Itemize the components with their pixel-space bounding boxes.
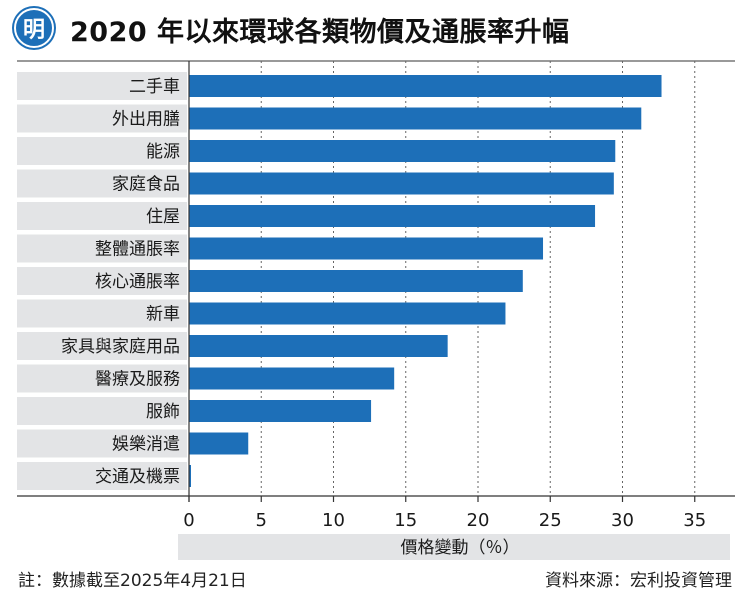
logo-text: 明 [22, 17, 45, 43]
category-label-bg [17, 332, 187, 360]
bar-2 [189, 107, 642, 130]
bar-13 [189, 465, 191, 487]
bar-9 [189, 335, 448, 357]
ming-pao-logo-icon: 明 [12, 6, 56, 50]
category-label: 交通及機票 [95, 467, 180, 487]
bar-7 [189, 270, 523, 292]
bar-4 [189, 172, 614, 195]
bar-8 [189, 302, 506, 325]
category-label: 能源 [146, 142, 180, 162]
x-tick-label: 15 [394, 510, 417, 531]
x-tick-label: 20 [467, 510, 490, 531]
category-label: 家具與家庭用品 [61, 337, 180, 357]
category-label-bg [17, 137, 187, 165]
category-label: 新車 [146, 305, 180, 325]
category-label-bg [17, 104, 187, 133]
bar-1 [189, 75, 662, 97]
category-label-bg [17, 202, 187, 230]
x-axis-label: 價格變動（％） [401, 538, 520, 558]
bar-11 [189, 400, 372, 422]
category-label: 醫療及服務 [95, 370, 180, 390]
category-label-bg [17, 429, 187, 458]
x-tick-label: 30 [611, 510, 634, 531]
bar-3 [189, 140, 616, 162]
x-tick-label: 25 [539, 510, 562, 531]
category-label-bg [17, 397, 187, 425]
category-label: 核心通脹率 [95, 272, 180, 292]
category-label: 家庭食品 [112, 175, 180, 195]
category-label-bg [17, 299, 187, 328]
x-axis-label-bg [178, 534, 730, 560]
x-tick-label: 35 [683, 510, 706, 531]
category-label: 外出用膳 [112, 110, 180, 130]
footnote-source: 資料來源：宏利投資管理 [545, 571, 732, 591]
category-label: 服飾 [146, 402, 180, 422]
category-label: 娛樂消遣 [112, 435, 180, 455]
category-label-bg [17, 72, 187, 100]
bar-12 [189, 432, 249, 455]
category-label-bg [17, 267, 187, 295]
category-label-bg [17, 364, 187, 393]
logo-ring [14, 8, 54, 48]
category-label-bg [17, 234, 187, 263]
bar-10 [189, 367, 395, 390]
category-label: 整體通脹率 [95, 240, 180, 260]
category-label: 住屋 [146, 207, 180, 227]
page-title: 2020 年以來環球各類物價及通脹率升幅 [70, 17, 570, 48]
footnote-date: 註：數據截至2025年4月21日 [18, 571, 247, 591]
x-tick-label: 10 [322, 510, 345, 531]
category-label-bg [17, 169, 187, 198]
category-label-bg [17, 462, 187, 490]
bar-6 [189, 237, 544, 260]
x-tick-label: 0 [183, 510, 194, 531]
x-tick-label: 5 [256, 510, 267, 531]
category-label: 二手車 [129, 77, 180, 97]
bar-5 [189, 205, 596, 227]
